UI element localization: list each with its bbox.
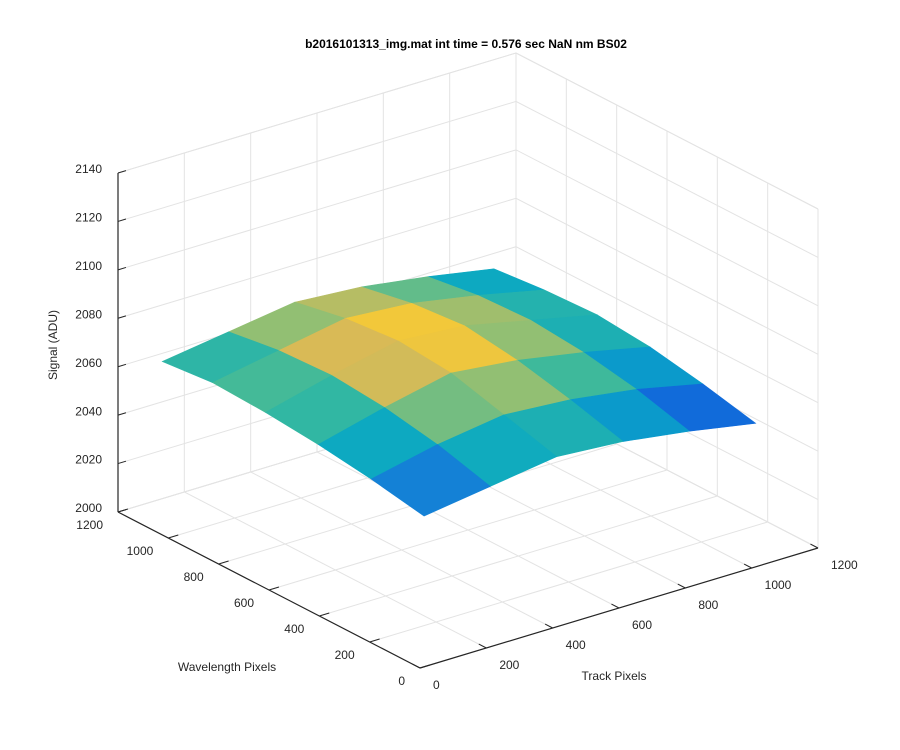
z-tick-label: 2100 <box>75 259 102 273</box>
z-tick-label: 2080 <box>75 307 102 321</box>
y-tick-label: 800 <box>184 570 204 584</box>
grid-line <box>117 100 819 258</box>
y-tick-label: 1000 <box>127 544 154 558</box>
z-tick-label: 2120 <box>75 211 102 225</box>
z-tick-label: 2040 <box>75 404 102 418</box>
y-axis-label: Wavelength Pixels <box>178 660 276 674</box>
x-tick <box>544 623 553 629</box>
x-axis-label: Track Pixels <box>582 669 647 683</box>
y-tick-label: 0 <box>398 674 405 688</box>
z-tick-label: 2000 <box>75 501 102 515</box>
y-tick-label: 600 <box>234 596 254 610</box>
y-tick <box>319 612 330 617</box>
x-tick-label: 800 <box>698 598 718 612</box>
x-tick <box>810 543 819 549</box>
y-tick <box>268 586 280 591</box>
z-tick <box>117 460 127 465</box>
y-tick <box>168 534 179 539</box>
y-tick <box>218 560 229 565</box>
x-tick-label: 1000 <box>765 578 792 592</box>
chart-title: b2016101313_img.mat int time = 0.576 sec… <box>305 37 627 51</box>
y-tick-label: 1200 <box>76 518 103 532</box>
x-tick-label: 400 <box>566 638 586 652</box>
x-tick <box>611 603 620 609</box>
y-tick <box>419 664 431 669</box>
grid-line <box>117 52 819 210</box>
z-tick-label: 2020 <box>75 453 102 467</box>
z-axis-label: Signal (ADU) <box>46 310 60 380</box>
z-tick <box>117 170 127 174</box>
surface-patch <box>370 444 491 517</box>
x-tick <box>478 643 487 649</box>
x-tick-label: 1200 <box>831 558 858 572</box>
grid-line <box>117 197 819 355</box>
x-tick <box>412 663 421 669</box>
z-tick <box>117 412 127 416</box>
x-tick <box>743 563 752 569</box>
y-tick-label: 200 <box>335 648 355 662</box>
z-tick <box>117 315 127 319</box>
z-tick <box>117 218 127 222</box>
y-tick-label: 400 <box>284 622 304 636</box>
grid-line <box>117 149 819 307</box>
z-tick <box>117 509 127 513</box>
y-tick <box>369 638 380 643</box>
z-tick-label: 2060 <box>75 356 102 370</box>
z-tick <box>117 363 127 368</box>
x-tick-label: 0 <box>433 678 440 692</box>
z-tick <box>117 266 127 271</box>
x-tick-label: 200 <box>499 658 519 672</box>
z-tick-label: 2140 <box>75 162 102 176</box>
x-tick <box>677 583 686 589</box>
x-tick-label: 600 <box>632 618 652 632</box>
